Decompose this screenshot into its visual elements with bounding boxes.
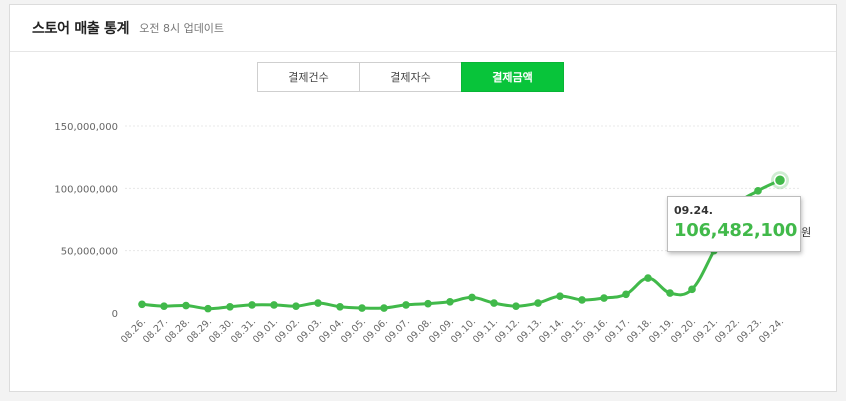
data-point: [622, 290, 630, 299]
data-point: [424, 299, 432, 308]
y-tick-label: 100,000,000: [54, 184, 118, 195]
data-point: [182, 301, 190, 310]
data-point: [556, 292, 564, 300]
tab-payment-count[interactable]: 결제건수: [257, 62, 360, 92]
x-tick-label: 09.24.: [757, 316, 786, 345]
data-point: [270, 301, 278, 309]
data-point: [160, 302, 168, 310]
y-tick-label: 150,000,000: [54, 122, 118, 133]
data-point: [446, 297, 454, 306]
data-point: [754, 187, 762, 195]
data-point: [600, 294, 608, 302]
update-time-label: 오전 8시 업데이트: [139, 22, 225, 35]
card-header: 스토어 매출 통계 오전 8시 업데이트: [10, 5, 836, 52]
data-point: [336, 302, 344, 311]
data-point: [688, 285, 696, 294]
data-point: [578, 296, 586, 304]
data-point-highlighted: [773, 174, 787, 187]
data-point: [644, 274, 652, 282]
data-point: [402, 301, 410, 309]
data-point: [534, 299, 542, 307]
data-point: [292, 302, 300, 310]
y-tick-label: 50,000,000: [61, 247, 118, 258]
data-point: [204, 304, 212, 313]
data-point: [314, 299, 322, 307]
data-point: [512, 302, 520, 310]
data-point: [666, 289, 674, 297]
data-point: [380, 304, 388, 312]
data-point: [138, 300, 146, 309]
data-point: [248, 301, 256, 309]
tab-payment-amount[interactable]: 결제금액: [461, 62, 564, 92]
data-point: [358, 304, 366, 312]
data-point: [490, 299, 498, 307]
tooltip-unit: 원: [801, 226, 812, 239]
tooltip-date: 09.24.: [674, 204, 713, 217]
page-title: 스토어 매출 통계: [32, 21, 130, 37]
data-point: [226, 302, 234, 311]
data-tooltip: 09.24. 106,482,100 원: [667, 196, 811, 252]
y-tick-label: 0: [112, 309, 118, 320]
metric-tabs: 결제건수 결제자수 결제금액: [257, 62, 564, 92]
tooltip-value: 106,482,100: [674, 220, 798, 241]
data-point: [468, 293, 476, 302]
